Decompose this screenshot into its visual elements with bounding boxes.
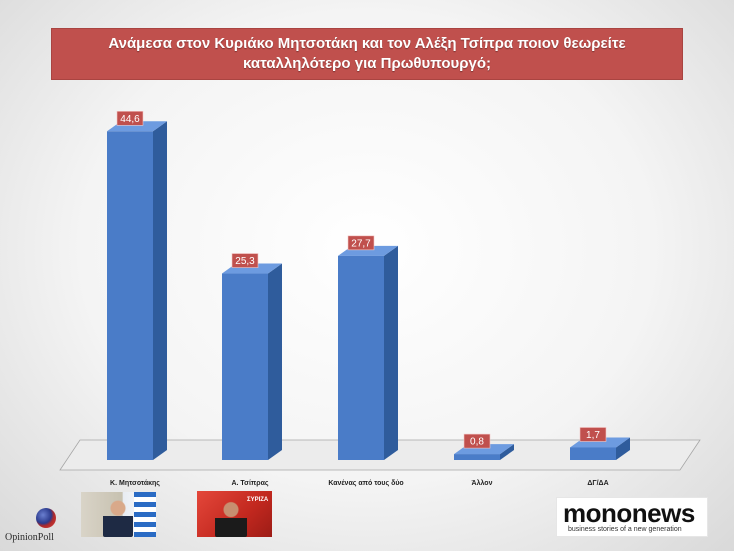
data-label-box [231,253,259,268]
bar-side [384,245,398,460]
mitsotakis-photo [81,492,156,537]
chart-title-box: Ανάμεσα στον Κυριάκο Μητσοτάκη και τον Α… [51,28,683,80]
opinion-poll-logo-icon [36,508,56,528]
chart-title: Ανάμεσα στον Κυριάκο Μητσοτάκη και τον Α… [108,35,626,72]
mononews-logo: mononews business stories of a new gener… [556,497,708,537]
x-tick-label: Κανένας από τους δύο [328,480,403,487]
opinion-poll-logo: OpinionPoll [5,506,67,546]
opinion-poll-logo-text: OpinionPoll [5,532,54,543]
data-label: 1,7 [586,430,600,441]
bar [338,255,384,460]
x-tick-label: ΔΓ/ΔΑ [587,480,608,487]
bar [222,273,268,460]
mononews-logo-word: mononews [563,498,695,528]
mononews-logo-tagline: business stories of a new generation [568,526,682,533]
x-tick-label: Κ. Μητσοτάκης [110,480,160,487]
person-silhouette-icon [103,500,133,537]
x-tick-label: Α. Τσίπρας [231,480,268,487]
bar [570,447,616,460]
x-tick-label: Άλλον [472,479,493,487]
data-label: 27,7 [351,238,371,249]
data-label: 25,3 [235,256,255,267]
data-label-box [116,110,144,126]
bar [107,131,153,460]
data-label: 0,8 [470,437,484,448]
greek-flag-icon [134,492,156,537]
bar-side [500,444,514,460]
bar [454,454,500,460]
bar-side [616,437,630,460]
tsipras-photo: ΣΥΡΙΖΑ [197,491,272,537]
person-silhouette-icon [215,501,247,537]
data-label: 44,6 [120,114,140,125]
data-label-box [347,235,375,251]
bar-side [153,121,167,460]
party-logo-text: ΣΥΡΙΖΑ [247,497,269,503]
data-label-box [463,433,491,449]
data-label-box [579,427,607,442]
bar-side [268,263,282,460]
